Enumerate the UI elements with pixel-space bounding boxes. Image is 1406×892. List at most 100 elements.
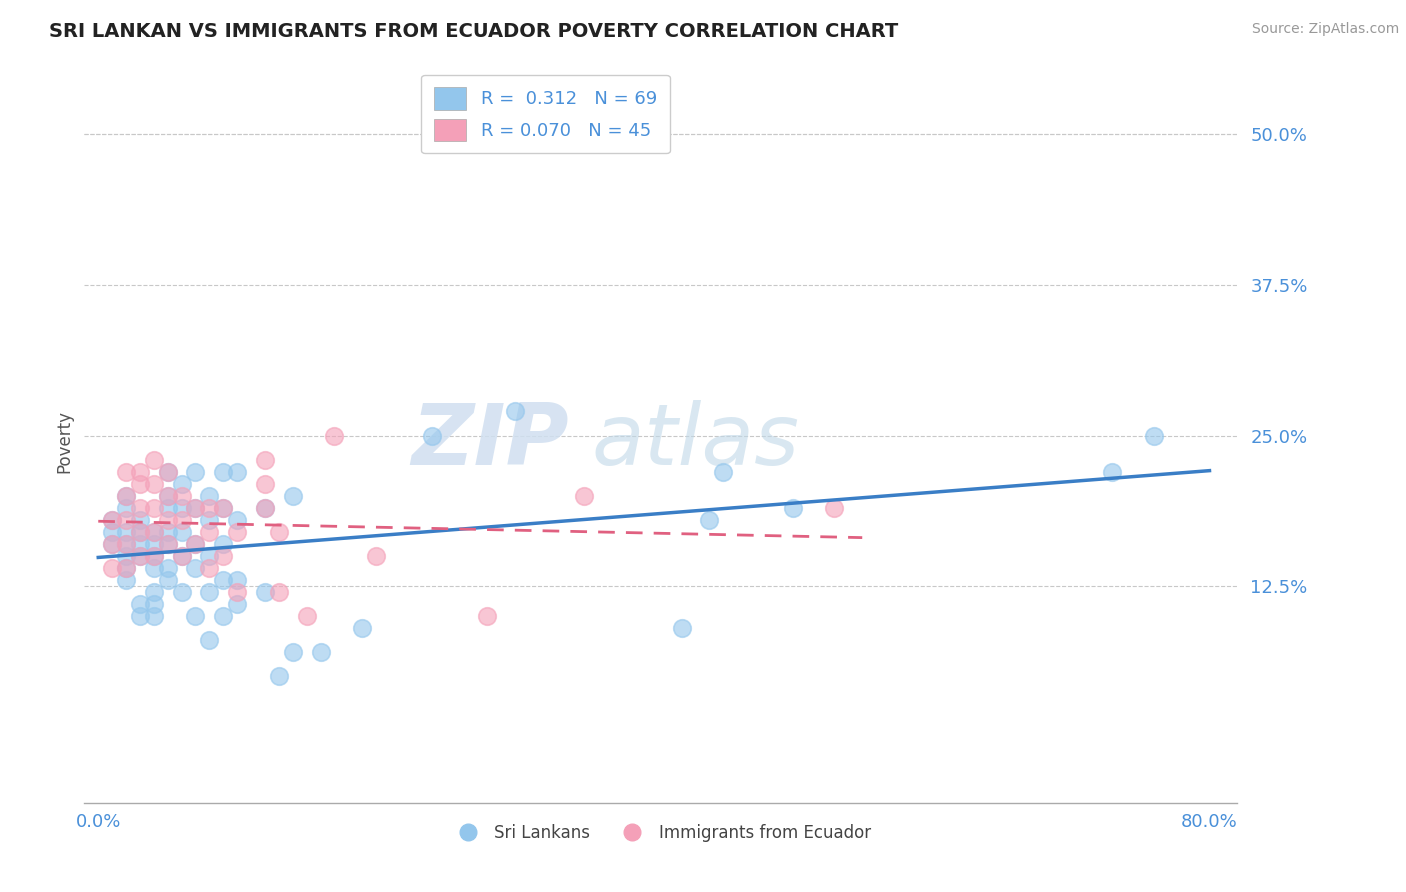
Point [142,585,165,599]
Point [198,585,221,599]
Point [170,585,193,599]
Point [420,428,443,442]
Point [1101,465,1123,479]
Point [115,537,138,551]
Point [101,561,124,575]
Point [253,500,276,515]
Point [823,500,845,515]
Point [253,476,276,491]
Point [198,549,221,563]
Point [212,465,235,479]
Point [281,645,304,659]
Point [198,633,221,648]
Point [170,549,193,563]
Point [142,549,165,563]
Point [129,524,152,539]
Point [226,465,249,479]
Point [198,524,221,539]
Point [142,537,165,551]
Point [115,500,138,515]
Point [101,537,124,551]
Point [574,489,596,503]
Point [170,500,193,515]
Point [142,524,165,539]
Point [184,500,207,515]
Point [253,585,276,599]
Point [295,609,318,624]
Point [156,537,179,551]
Point [699,513,721,527]
Point [170,489,193,503]
Point [184,609,207,624]
Point [142,500,165,515]
Point [115,537,138,551]
Point [142,597,165,611]
Point [226,573,249,587]
Point [671,621,693,635]
Point [323,428,346,442]
Point [156,537,179,551]
Point [115,561,138,575]
Point [267,524,290,539]
Point [101,537,124,551]
Point [129,549,152,563]
Point [212,609,235,624]
Point [226,524,249,539]
Point [129,609,152,624]
Point [212,500,235,515]
Y-axis label: Poverty: Poverty [55,410,73,473]
Point [115,489,138,503]
Point [782,500,804,515]
Point [129,549,152,563]
Point [129,537,152,551]
Point [115,489,138,503]
Point [142,549,165,563]
Point [503,404,526,418]
Point [115,561,138,575]
Point [156,465,179,479]
Point [198,489,221,503]
Point [115,524,138,539]
Point [156,561,179,575]
Point [115,465,138,479]
Point [115,549,138,563]
Point [477,609,499,624]
Point [129,524,152,539]
Point [212,573,235,587]
Point [352,621,374,635]
Point [253,500,276,515]
Point [156,465,179,479]
Point [309,645,332,659]
Text: SRI LANKAN VS IMMIGRANTS FROM ECUADOR POVERTY CORRELATION CHART: SRI LANKAN VS IMMIGRANTS FROM ECUADOR PO… [49,22,898,41]
Point [170,524,193,539]
Point [142,561,165,575]
Point [156,524,179,539]
Point [142,476,165,491]
Point [129,597,152,611]
Point [184,537,207,551]
Point [281,489,304,503]
Point [212,537,235,551]
Point [226,513,249,527]
Point [156,573,179,587]
Point [198,513,221,527]
Point [184,537,207,551]
Point [142,524,165,539]
Point [267,669,290,683]
Point [129,465,152,479]
Point [156,500,179,515]
Text: atlas: atlas [592,400,800,483]
Point [101,513,124,527]
Point [184,500,207,515]
Point [115,513,138,527]
Text: Source: ZipAtlas.com: Source: ZipAtlas.com [1251,22,1399,37]
Point [212,549,235,563]
Point [198,561,221,575]
Point [170,476,193,491]
Point [129,513,152,527]
Point [184,465,207,479]
Point [156,489,179,503]
Point [101,513,124,527]
Point [170,549,193,563]
Point [142,609,165,624]
